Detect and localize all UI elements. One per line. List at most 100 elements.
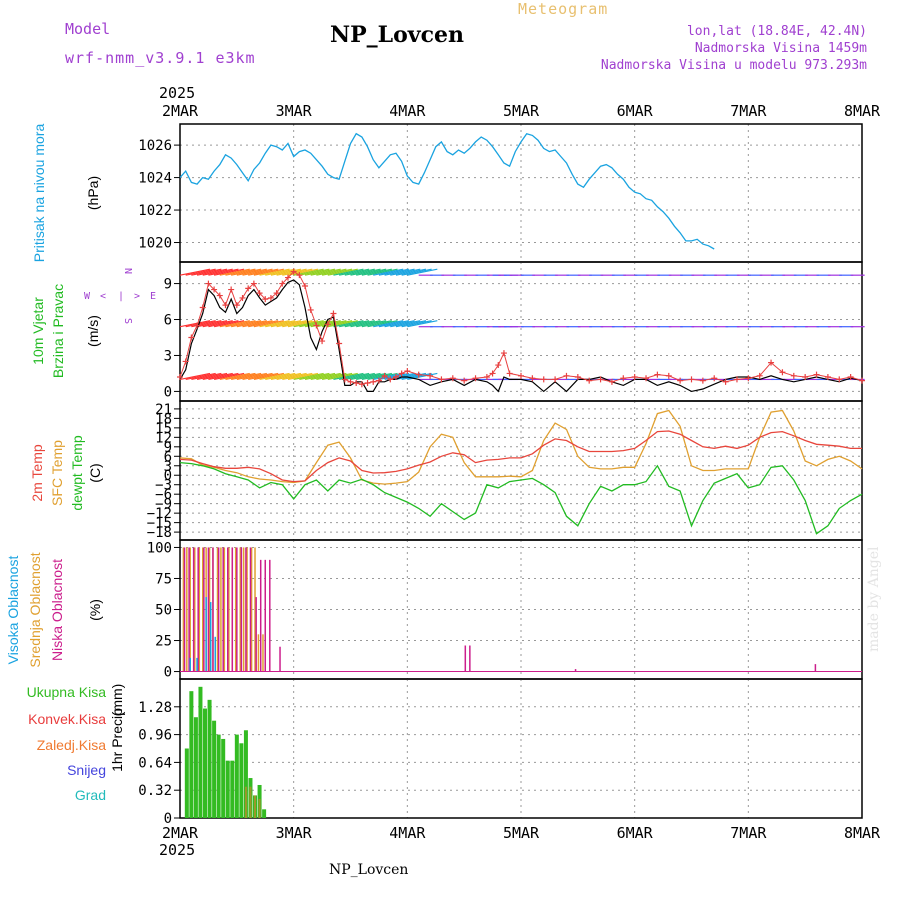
compass-arrow-right: >	[134, 291, 140, 302]
wind-barb-middle	[231, 320, 262, 328]
wind-barb-lower	[293, 372, 324, 381]
total-precip-bar	[212, 720, 217, 818]
y-tick-label: 75	[155, 571, 172, 587]
y-tick-label: −12	[147, 506, 172, 522]
wind-gust-marker	[182, 358, 189, 365]
y-tick-label: 0	[164, 811, 172, 827]
wind-barb-middle	[378, 320, 410, 328]
wind-barb-upper	[401, 268, 432, 276]
wind-barb-lower	[333, 372, 364, 381]
legend-graupel: Grad	[75, 787, 106, 803]
model-name: wrf-nmm_v3.9.1 e3km	[65, 49, 256, 67]
x-tick-label-top: 2MAR	[162, 102, 199, 120]
wind-barb-lower	[356, 372, 387, 381]
wind-barb-upper	[390, 268, 421, 276]
wind-gust-marker	[228, 286, 235, 293]
wind-barb-upper	[287, 268, 319, 276]
wind-gust-marker	[745, 375, 752, 382]
wind-gust-marker	[722, 378, 729, 385]
wind-gust-marker	[233, 302, 240, 309]
wind-speed-line	[179, 279, 863, 393]
wind-gust-marker	[824, 374, 831, 381]
wind-barb-middle	[333, 320, 364, 328]
wind-gust-marker	[506, 370, 513, 377]
wind-gust-marker	[574, 374, 581, 381]
wind-barb-upper	[265, 268, 296, 276]
y-tick-label: 6	[164, 449, 172, 465]
wind-barb-middle	[213, 320, 245, 328]
wind-barb-middle	[265, 320, 296, 328]
y-tick-label: 0.64	[138, 755, 172, 771]
wind-barb-upper	[299, 268, 330, 276]
wind-gust-marker	[262, 296, 269, 303]
wind-barb-middle	[287, 320, 319, 328]
wind-barb-lower	[327, 372, 358, 381]
wind-barb-middle	[179, 320, 211, 328]
wind-gust-marker	[847, 374, 854, 381]
y-tick-label: 0	[164, 665, 172, 681]
location-coords: lon,lat (18.84E, 42.4N)	[686, 24, 867, 39]
wind-gust-marker	[211, 286, 218, 293]
wind-barb-upper	[384, 268, 415, 276]
wind-barb-middle	[390, 320, 421, 328]
cloud-unit: (%)	[87, 599, 103, 621]
total-precip-bar	[216, 734, 221, 818]
total-precip-bar	[193, 717, 198, 818]
y-tick-label: −6	[155, 487, 172, 503]
total-precip-bar	[221, 738, 226, 818]
y-tick-label: 9	[164, 277, 172, 293]
wind-gust-marker	[586, 377, 593, 384]
x-tick-label-bottom: 4MAR	[389, 824, 426, 842]
meteogram-subtitle: Meteogram	[518, 0, 609, 18]
wind-barb-lower	[213, 372, 245, 381]
wind-gust-marker	[375, 377, 382, 384]
wind-unit: (m/s)	[85, 315, 101, 347]
wind-barb-middle	[350, 320, 381, 328]
x-tick-label-bottom: 6MAR	[617, 824, 654, 842]
wind-gust-marker	[392, 374, 399, 381]
wind-gust-marker	[398, 370, 405, 377]
wind-barb-lower	[259, 372, 290, 381]
wind-barb-lower	[276, 372, 307, 381]
y-tick-label: 1026	[138, 138, 172, 154]
wind-barb-upper	[304, 268, 336, 276]
x-tick-label-top: 8MAR	[844, 102, 881, 120]
wind-barb-lower	[242, 372, 273, 381]
page-title: NP_Lovcen	[330, 22, 464, 48]
wind-barb-upper	[231, 268, 262, 276]
wind-gust-marker	[500, 350, 507, 357]
wind-gust-marker	[756, 372, 763, 379]
wind-barb-lower	[299, 372, 330, 381]
y-tick-label: 0.96	[138, 728, 172, 744]
wind-gust-marker	[267, 294, 274, 301]
wind-gust-marker	[250, 280, 257, 287]
panel-frame	[179, 400, 863, 541]
wind-gust-marker	[620, 375, 627, 382]
y-tick-label: 0	[164, 384, 172, 400]
wind-gust-marker	[347, 378, 354, 385]
wind-barb-middle	[208, 320, 239, 328]
wind-gust-marker	[319, 338, 326, 345]
wind-gust-marker	[688, 376, 695, 383]
wind-gust-marker	[489, 370, 496, 377]
wind-barb-middle	[248, 320, 279, 328]
y-tick-label: 25	[155, 634, 172, 650]
wind-barb-middle	[236, 320, 267, 328]
total-precip-bar	[207, 699, 212, 818]
wind-barb-upper	[361, 268, 392, 276]
wind-barb-lower	[185, 372, 216, 381]
x-tick-label-bottom: 8MAR	[844, 824, 881, 842]
wind-gust-marker	[387, 376, 394, 383]
wind-barb-upper	[191, 268, 222, 276]
temp-unit: (C)	[87, 463, 103, 482]
wind-gust-marker	[370, 378, 377, 385]
high-cloud-axis-title: Visoka Oblacnost	[5, 556, 21, 665]
wind-gust-marker	[404, 368, 411, 375]
wind-gust-marker	[654, 371, 661, 378]
wind-gust-marker	[733, 376, 740, 383]
wind-barb-upper	[179, 268, 211, 276]
wind-barb-middle	[242, 320, 273, 328]
wind-barb-upper	[248, 268, 279, 276]
wind-barb-upper	[270, 268, 302, 276]
precip-axis-title: 1hr Precip	[109, 708, 125, 772]
